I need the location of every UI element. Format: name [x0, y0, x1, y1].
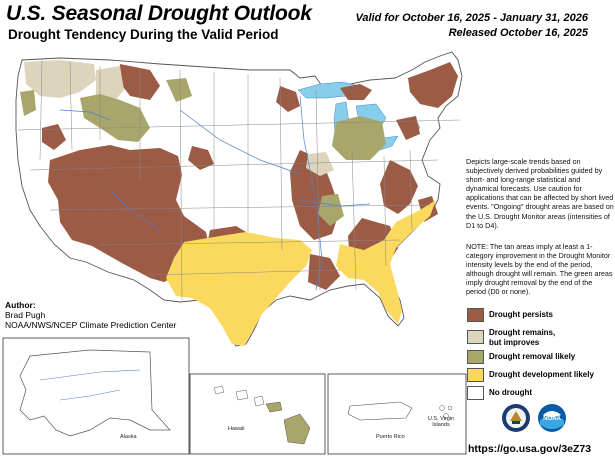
noaa-logo-icon: NOAA: [538, 404, 566, 432]
author-name: Brad Pugh: [5, 310, 46, 320]
description-para: Depicts large-scale trends based on subj…: [466, 157, 614, 230]
valid-period: Valid for October 16, 2025 - January 31,…: [355, 12, 588, 24]
note-text: NOTE: The tan areas imply at least a 1-c…: [466, 242, 613, 297]
virgin-islands-label: U.S. Virgin Islands: [427, 416, 455, 428]
alaska-rivers: [39, 369, 141, 401]
virgin-islands-outline: [439, 405, 453, 419]
author-org: NOAA/NWS/NCEP Climate Prediction Center: [5, 320, 177, 330]
legend-label: Drought removal likely: [489, 352, 576, 361]
legend-label: Drought development likely: [489, 370, 594, 379]
legend-swatch-removal: [467, 350, 484, 364]
alaska-outline: [19, 349, 171, 437]
legend-label: Drought persists: [489, 310, 554, 319]
description-text: Depicts large-scale trends based on subj…: [466, 157, 614, 230]
outlook-url-link[interactable]: https://go.usa.gov/3eZ73: [468, 443, 592, 455]
map-subtitle: Drought Tendency During the Valid Period: [8, 27, 279, 42]
state-borders: [17, 59, 461, 301]
map-title: U.S. Seasonal Drought Outlook: [6, 2, 312, 25]
legend-swatch-improves: [467, 330, 484, 344]
puerto-rico-outline: [347, 401, 413, 421]
drought-removal-areas: [20, 78, 386, 226]
hawaii-islands: [213, 385, 311, 445]
legend-swatch-persists: [467, 308, 484, 322]
legend-swatch-no-drought: [467, 386, 484, 400]
release-date: Released October 16, 2025: [448, 27, 588, 39]
doc-seal-icon: [502, 404, 530, 432]
puerto-rico-label: Puerto Rico: [376, 434, 405, 440]
legend-label-line2: but improves: [489, 338, 540, 347]
legend-label: No drought: [489, 388, 533, 397]
author-block: Author: Brad Pugh NOAA/NWS/NCEP Climate …: [5, 300, 176, 330]
drought-improves-areas: [24, 60, 334, 176]
legend-swatch-development: [467, 368, 484, 382]
svg-text:NOAA: NOAA: [543, 416, 561, 422]
hawaii-label: Hawaii: [228, 426, 245, 432]
rivers: [59, 95, 371, 291]
legend-label: Drought remains,: [489, 328, 556, 337]
author-heading: Author:: [5, 300, 36, 310]
alaska-label: Alaska: [120, 434, 137, 440]
